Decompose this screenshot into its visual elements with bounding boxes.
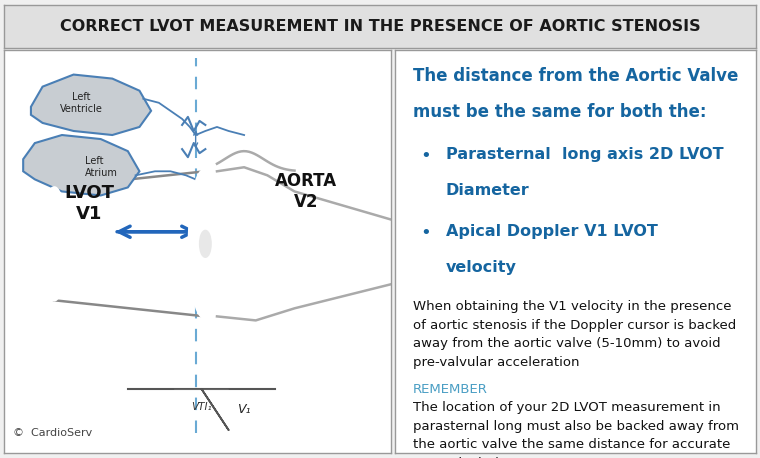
- Text: LVOT
V1: LVOT V1: [64, 184, 114, 223]
- Text: VTI₁: VTI₁: [192, 402, 212, 412]
- Text: AORTA
V2: AORTA V2: [275, 172, 337, 211]
- Ellipse shape: [191, 171, 220, 316]
- Text: Diameter: Diameter: [445, 183, 530, 198]
- Ellipse shape: [42, 187, 67, 300]
- Text: The location of your 2D LVOT measurement in
parasternal long must also be backed: The location of your 2D LVOT measurement…: [413, 401, 739, 458]
- Text: CORRECT LVOT MEASUREMENT IN THE PRESENCE OF AORTIC STENOSIS: CORRECT LVOT MEASUREMENT IN THE PRESENCE…: [60, 19, 700, 34]
- Text: velocity: velocity: [445, 260, 517, 275]
- Text: Apical Doppler V1 LVOT: Apical Doppler V1 LVOT: [445, 224, 657, 239]
- Text: V₁: V₁: [237, 403, 251, 415]
- Text: Left
Ventricle: Left Ventricle: [60, 92, 103, 114]
- Text: •: •: [420, 224, 431, 242]
- Text: •: •: [420, 147, 431, 165]
- Polygon shape: [31, 75, 151, 135]
- Ellipse shape: [200, 231, 211, 257]
- Text: The distance from the Aortic Valve: The distance from the Aortic Valve: [413, 66, 739, 85]
- Text: Parasternal  long axis 2D LVOT: Parasternal long axis 2D LVOT: [445, 147, 724, 162]
- Polygon shape: [24, 135, 140, 196]
- Polygon shape: [174, 389, 229, 430]
- Text: When obtaining the V1 velocity in the presence
of aortic stenosis if the Doppler: When obtaining the V1 velocity in the pr…: [413, 300, 736, 369]
- Text: ©  CardioServ: © CardioServ: [14, 428, 93, 438]
- Text: must be the same for both the:: must be the same for both the:: [413, 103, 707, 121]
- Text: Left
Atrium: Left Atrium: [85, 157, 118, 178]
- Text: REMEMBER: REMEMBER: [413, 383, 488, 396]
